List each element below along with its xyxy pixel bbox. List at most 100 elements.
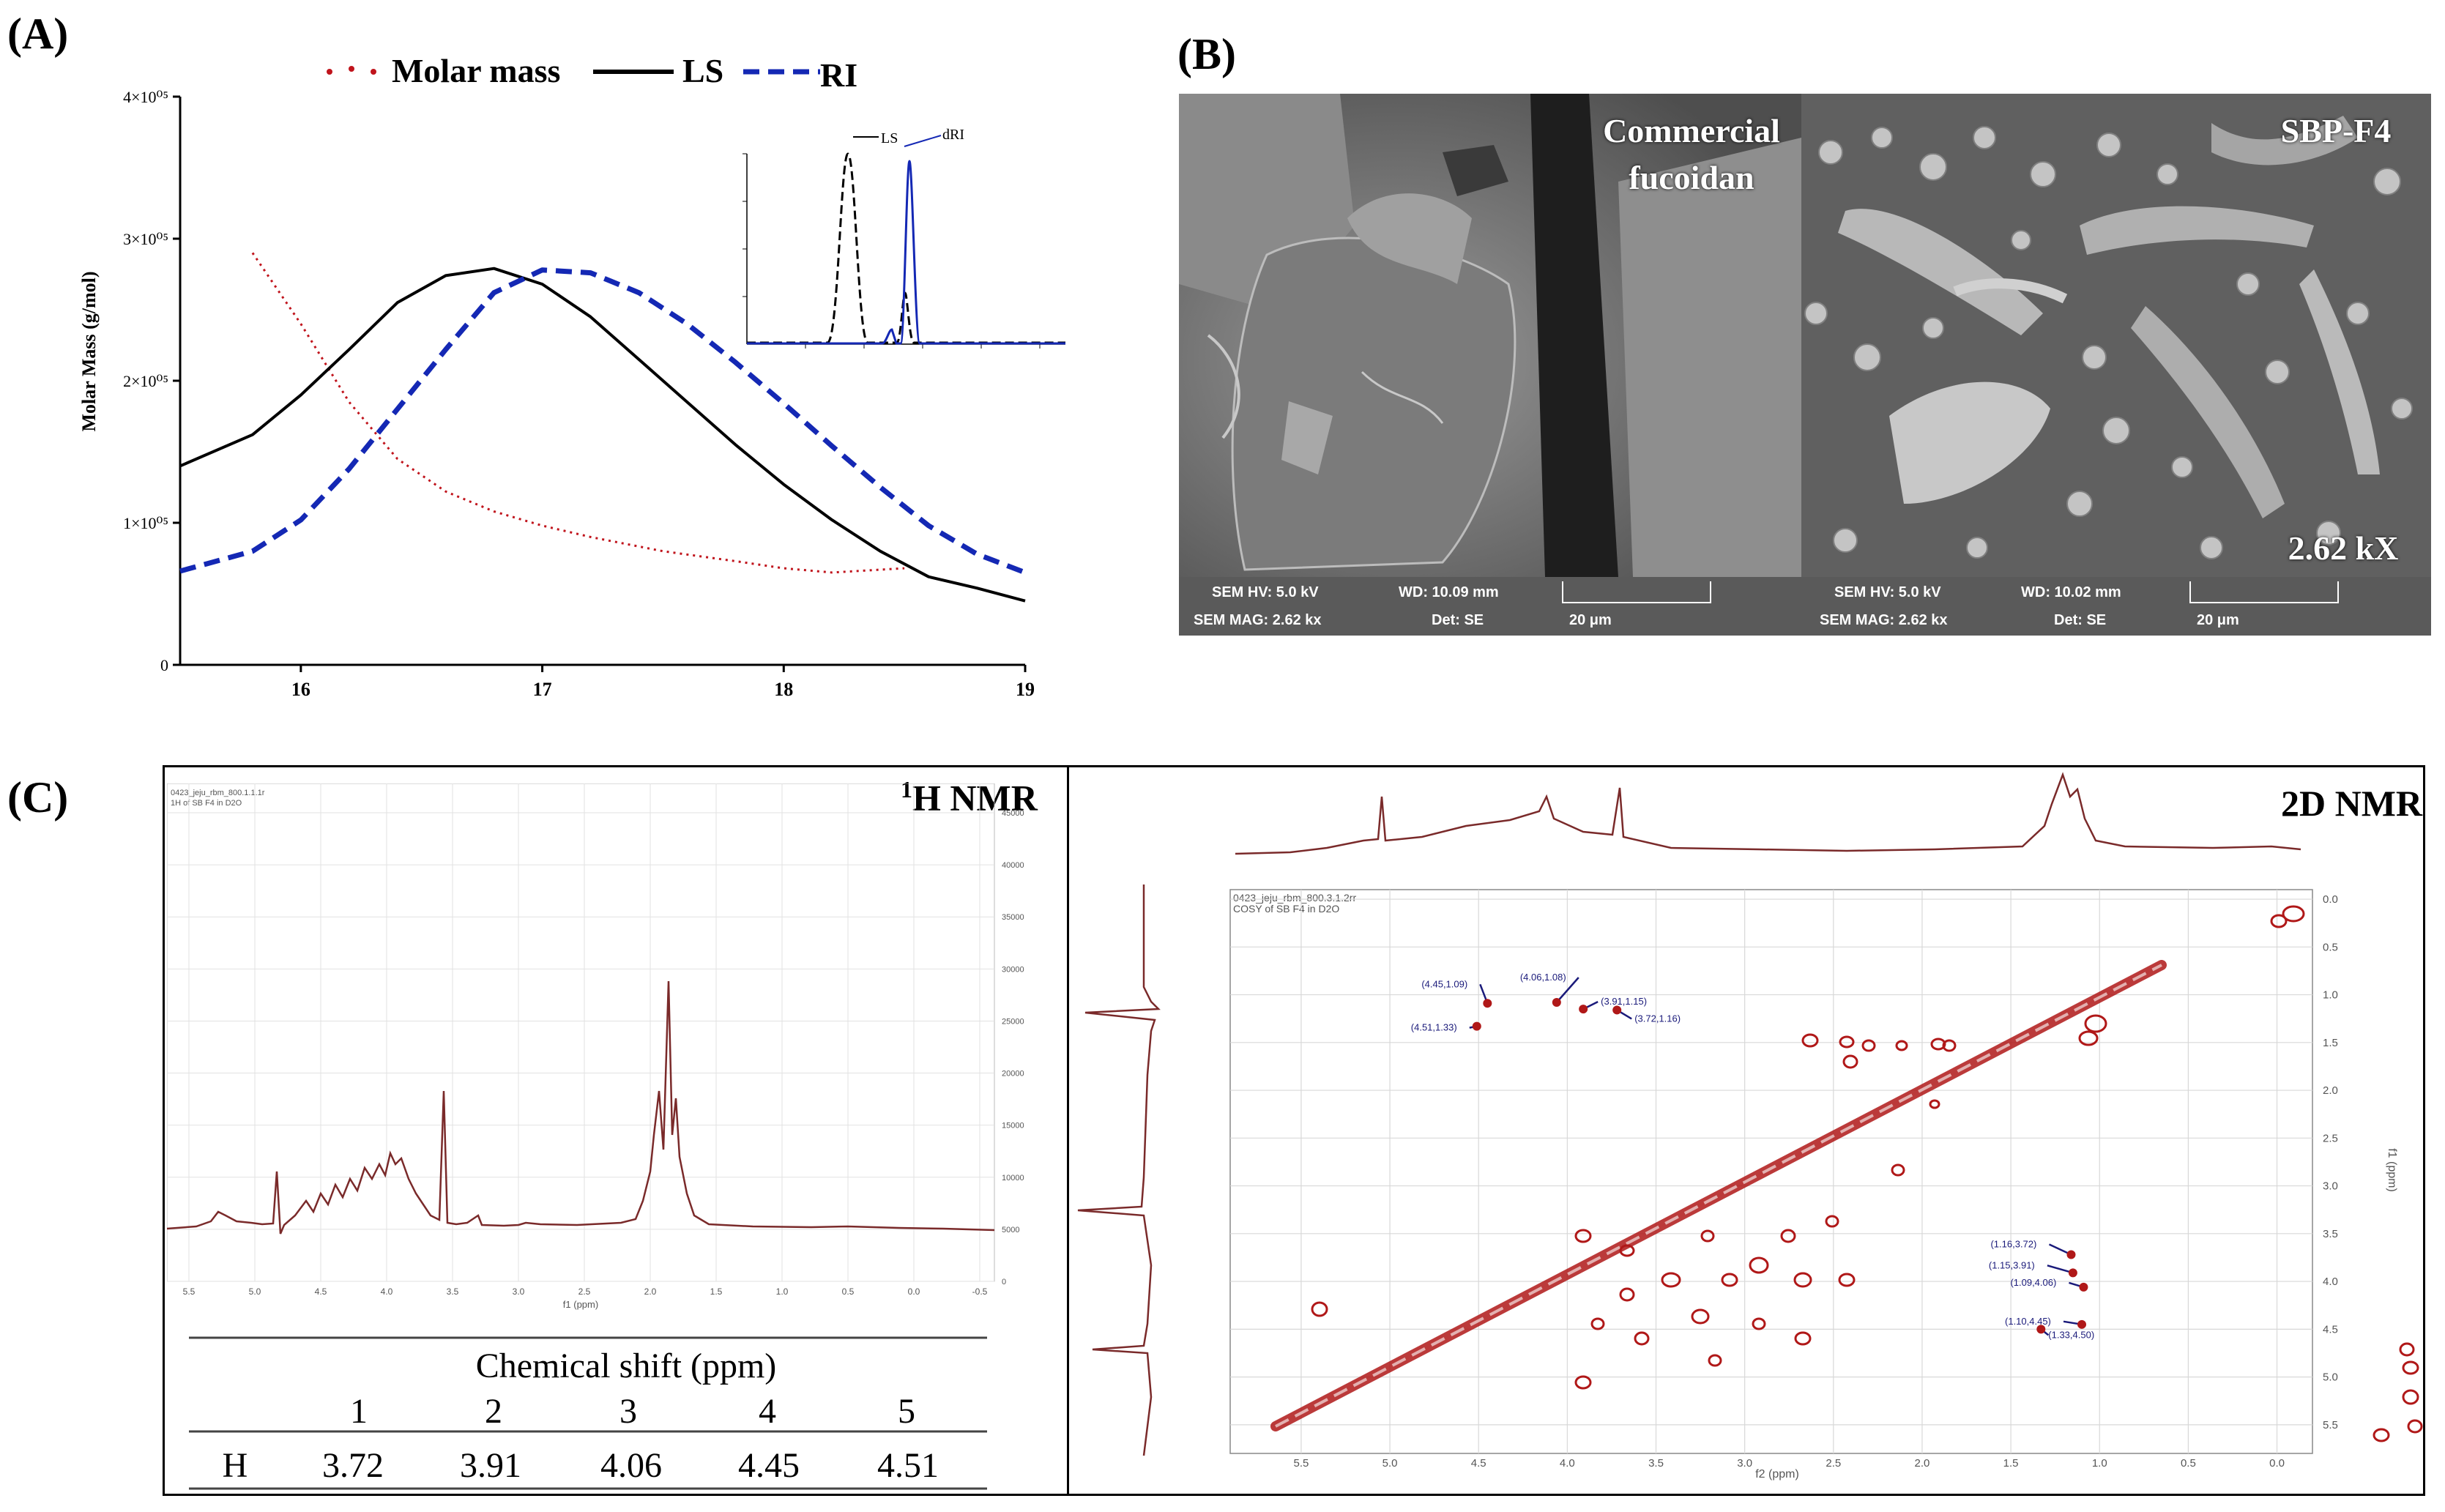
- h-x-tick-label: 1.5: [710, 1286, 723, 1297]
- table-col-4: 4: [759, 1392, 776, 1431]
- cosy-x-label: f2 (ppm): [1755, 1468, 1799, 1481]
- cosy-y-tick-label: 2.0: [2323, 1084, 2338, 1097]
- chemical-shift-table-lines: Chemical shift (ppm) 1 2 3 4 5 H 3.72 3.…: [189, 1336, 987, 1490]
- cosy-peak-label: (1.33,4.50): [2048, 1329, 2094, 1340]
- cosy-y-tick-label: 5.0: [2323, 1371, 2338, 1384]
- sem-title-left-2: fucoidan: [1629, 159, 1754, 196]
- cosy-cross-peak: [1552, 998, 1561, 1007]
- h-nmr-title: 1H NMR: [901, 776, 1038, 819]
- h-y-tick-label: 35000: [1002, 913, 1024, 922]
- cosy-y-label: f1 (ppm): [2386, 1148, 2398, 1192]
- sem-scale-bar-right: [2189, 581, 2339, 603]
- h-nmr-spectrum: 0423_jeju_rbm_800.1.1.1r 1H of SB F4 in …: [167, 783, 1024, 1310]
- table-col-1: 1: [350, 1392, 368, 1431]
- x-tick-label: 16: [291, 679, 310, 700]
- cosy-y-ticks: 0.0 0.5 1.0 1.5 2.0 2.5 3.0 3.5 4.0 4.5 5.0 5.5: [2323, 893, 2338, 1431]
- h-y-tick-label: 10000: [1002, 1174, 1024, 1183]
- table-col-3: 3: [619, 1392, 637, 1431]
- nmr-panel-divider: [1067, 765, 1069, 1496]
- cosy-x-tick-label: 5.5: [1293, 1457, 1309, 1470]
- table-caption: Chemical shift (ppm): [476, 1347, 777, 1385]
- h-x-tick-label: 4.5: [315, 1286, 327, 1297]
- cosy-y-tick-label: 0.5: [2323, 941, 2338, 953]
- cosy-peak-label: (3.72,1.16): [1634, 1013, 1681, 1024]
- cosy-top-projection: [1235, 772, 2301, 855]
- sem-scale-left: 20 μm: [1569, 612, 1612, 628]
- cosy-cross-peak: [2068, 1268, 2077, 1278]
- h-x-tick-label: 0.0: [908, 1286, 920, 1297]
- sem-mag-right: SEM MAG: 2.62 kx: [1820, 612, 1948, 628]
- sem-info-bar-right: SEM HV: 5.0 kV WD: 10.02 mm SEM MAG: 2.6…: [1801, 577, 2431, 636]
- sem-info-bar-left: SEM HV: 5.0 kV WD: 10.09 mm SEM MAG: 2.6…: [1179, 577, 1801, 636]
- y-tick-label: 3×10⁰⁵: [123, 230, 168, 248]
- cosy-x-tick-label: 4.0: [1560, 1457, 1575, 1470]
- legend-ri: RI: [820, 56, 857, 94]
- y-tick-label: 0: [160, 656, 168, 674]
- cosy-x-tick-label: 1.5: [2003, 1457, 2019, 1470]
- cosy-x-ticks: 5.5 5.0 4.5 4.0 3.5 3.0 2.5 2.0 1.5 1.0 0.5 0.0: [1293, 1457, 2284, 1470]
- d2-header-2: COSY of SB F4 in D2O: [1233, 903, 1339, 915]
- h-x-tick-label: 5.0: [249, 1286, 261, 1297]
- sem-image-sbp-f4: SBP-F4 2.62 kX: [1801, 94, 2431, 577]
- h-x-tick-label: -0.5: [972, 1286, 988, 1297]
- sem-det-left: Det: SE: [1432, 612, 1484, 628]
- panel-b-label: (B): [1177, 30, 1236, 78]
- h-nmr-x-ticks: 5.5 5.0 4.5 4.0 3.5 3.0 2.5 2.0 1.5 1.0 0.5 0.0 -0.5: [183, 1286, 988, 1297]
- cosy-peak-label: (4.06,1.08): [1520, 972, 1566, 983]
- cosy-x-tick-label: 4.5: [1471, 1457, 1486, 1470]
- h-x-tick-label: 3.5: [447, 1286, 459, 1297]
- cosy-x-tick-label: 5.0: [1382, 1457, 1398, 1470]
- sem-det-right: Det: SE: [2054, 612, 2107, 628]
- cosy-cross-peak: [2077, 1319, 2087, 1329]
- cosy-y-tick-label: 2.5: [2323, 1132, 2338, 1144]
- legend-molar-mass: Molar mass: [392, 52, 560, 89]
- cosy-cross-peak: [1483, 999, 1492, 1008]
- table-col-5: 5: [898, 1392, 915, 1431]
- y-tick-label: 2×10⁰⁵: [123, 372, 168, 390]
- cosy-x-tick-label: 0.0: [2269, 1457, 2285, 1470]
- chart-series: [179, 252, 1027, 603]
- cosy-peak-label: (1.15,3.91): [1989, 1259, 2035, 1270]
- h-y-tick-label: 5000: [1002, 1226, 1019, 1234]
- cosy-y-tick-label: 5.5: [2323, 1419, 2338, 1431]
- table-value-3: 4.06: [600, 1446, 662, 1485]
- x-ticks: 16 17 18 19: [291, 665, 1035, 700]
- d2-nmr-title: 2D NMR: [2281, 783, 2423, 824]
- cosy-peak-label: (3.91,1.15): [1601, 996, 1647, 1007]
- h-y-tick-label: 45000: [1002, 809, 1024, 818]
- cosy-cross-peak: [1579, 1005, 1588, 1014]
- cosy-y-tick-label: 1.0: [2323, 989, 2338, 1002]
- cosy-x-tick-label: 0.5: [2181, 1457, 2196, 1470]
- table-col-2: 2: [485, 1392, 502, 1431]
- cosy-y-tick-label: 1.5: [2323, 1037, 2338, 1049]
- sem-hv-right: SEM HV: 5.0 kV: [1834, 584, 1941, 600]
- cosy-cross-peak: [2036, 1325, 2046, 1334]
- h-y-tick-label: 25000: [1002, 1017, 1024, 1026]
- h-nmr-x-label: f1 (ppm): [563, 1299, 598, 1310]
- cosy-x-tick-label: 2.5: [1826, 1457, 1841, 1470]
- nmr-panel-frame: [163, 765, 2425, 1496]
- h-x-tick-label: 5.5: [183, 1286, 196, 1297]
- cosy-x-tick-label: 3.0: [1737, 1457, 1752, 1470]
- h-nmr-header-2: 1H of SB F4 in D2O: [171, 799, 242, 808]
- sem-mag-left: SEM MAG: 2.62 kx: [1194, 612, 1322, 628]
- h-x-tick-label: 2.5: [578, 1286, 591, 1297]
- sem-scale-bar-left: [1562, 581, 1711, 603]
- cosy-grid: [1230, 890, 2312, 1453]
- h-y-tick-label: 20000: [1002, 1070, 1024, 1079]
- cosy-x-tick-label: 3.5: [1648, 1457, 1664, 1470]
- inset-legend-dri: dRI: [942, 127, 964, 143]
- chart-legend: Molar mass LS RI: [327, 52, 857, 94]
- h-nmr-grid: [167, 783, 994, 1282]
- h-x-tick-label: 4.0: [381, 1286, 393, 1297]
- h-x-tick-label: 3.0: [513, 1286, 525, 1297]
- cosy-y-tick-label: 3.5: [2323, 1228, 2338, 1240]
- cosy-peak-label: (1.10,4.45): [2005, 1316, 2051, 1327]
- h-x-tick-label: 1.0: [776, 1286, 789, 1297]
- h-y-tick-label: 40000: [1002, 861, 1024, 870]
- sem-title-left-1: Commercial: [1603, 112, 1780, 149]
- sem-hv-left: SEM HV: 5.0 kV: [1212, 584, 1319, 600]
- h-nmr-y-ticks: 0 5000 10000 15000 20000 25000 30000 35000 40000…: [1002, 809, 1024, 1286]
- h-nmr-title-superscript: 1: [901, 776, 912, 802]
- series-ri: [179, 267, 1027, 576]
